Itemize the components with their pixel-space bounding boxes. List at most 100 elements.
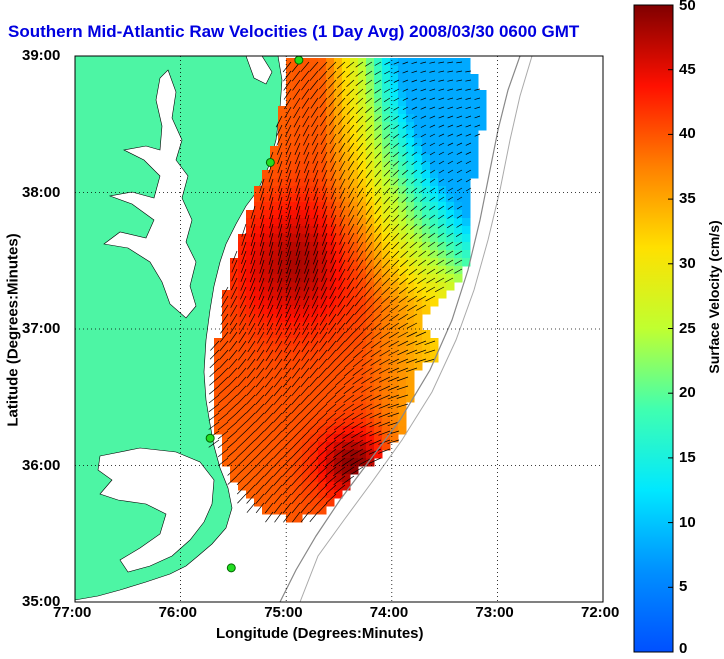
velocity-vector (356, 178, 364, 189)
velocity-vector (286, 160, 292, 174)
velocity-cell (366, 66, 375, 75)
velocity-vector (209, 367, 220, 377)
velocity-vector (350, 448, 364, 457)
velocity-cell (294, 178, 303, 187)
velocity-vector (336, 322, 346, 334)
velocity-cell (286, 74, 295, 83)
velocity-vector (245, 466, 256, 477)
velocity-vector (286, 187, 292, 201)
velocity-cell (262, 218, 271, 227)
velocity-cell (350, 266, 359, 275)
velocity-vector (338, 250, 346, 263)
velocity-cell (406, 138, 415, 147)
velocity-vector (356, 142, 364, 152)
velocity-vector (399, 277, 409, 286)
velocity-cell (334, 242, 343, 251)
velocity-cell (382, 346, 391, 355)
velocity-vector (402, 88, 409, 92)
velocity-cell (358, 386, 367, 395)
station-marker (226, 563, 236, 573)
velocity-cell (278, 138, 287, 147)
velocity-vector (245, 475, 256, 486)
colorbar-tick-label: 40 (679, 125, 696, 143)
velocity-cell (454, 82, 463, 91)
velocity-vector (381, 286, 391, 296)
velocity-vector (374, 232, 382, 242)
velocity-cell (390, 186, 399, 195)
velocity-vector (356, 205, 364, 216)
velocity-vector (317, 502, 328, 513)
velocity-vector (365, 160, 373, 169)
velocity-vector (352, 394, 364, 403)
velocity-vector (277, 241, 283, 256)
velocity-vector (300, 70, 310, 82)
velocity-cell (246, 418, 255, 427)
velocity-cell (326, 314, 335, 323)
velocity-vector (339, 205, 346, 218)
velocity-vector (208, 403, 220, 413)
velocity-cell (310, 298, 319, 307)
velocity-vector (321, 169, 328, 182)
velocity-cell (318, 434, 327, 443)
velocity-cell (382, 202, 391, 211)
velocity-vector (408, 268, 418, 276)
velocity-vector (310, 322, 319, 335)
velocity-vector (371, 322, 382, 332)
velocity-vector (278, 223, 283, 238)
velocity-cell (446, 82, 455, 91)
velocity-vector (374, 115, 382, 122)
velocity-cell (318, 282, 327, 291)
velocity-vector (389, 304, 400, 313)
velocity-vector (267, 295, 274, 310)
velocity-cell (302, 146, 311, 155)
velocity-vector (316, 475, 328, 486)
velocity-cell (310, 322, 319, 331)
velocity-cell (430, 162, 439, 171)
velocity-cell (302, 186, 311, 195)
velocity-vector (409, 241, 418, 249)
velocity-cell (286, 170, 295, 179)
velocity-vector (208, 421, 220, 430)
velocity-vector (217, 457, 229, 467)
velocity-cell (350, 258, 359, 267)
velocity-cell (406, 106, 415, 115)
velocity-vector (339, 178, 346, 190)
velocity-cell (350, 410, 359, 419)
velocity-vector (410, 196, 418, 203)
velocity-vector (293, 115, 301, 128)
velocity-vector (282, 385, 292, 397)
velocity-cell (262, 330, 271, 339)
velocity-cell (294, 194, 303, 203)
velocity-cell (326, 482, 335, 491)
velocity-vector (374, 124, 382, 131)
velocity-vector (365, 223, 373, 234)
velocity-vector (246, 376, 256, 388)
velocity-cell (286, 314, 295, 323)
velocity-vector (465, 115, 472, 119)
velocity-cell (438, 74, 447, 83)
velocity-cell (446, 74, 455, 83)
velocity-cell (222, 314, 231, 323)
velocity-vector (291, 403, 301, 414)
velocity-cell (398, 298, 407, 307)
velocity-cell (278, 378, 287, 387)
velocity-cell (374, 138, 383, 147)
velocity-vector (325, 493, 337, 504)
velocity-cell (422, 178, 431, 187)
velocity-vector (255, 376, 265, 388)
velocity-vector (341, 448, 355, 458)
velocity-cell (254, 298, 263, 307)
velocity-cell (406, 130, 415, 139)
velocity-cell (382, 378, 391, 387)
velocity-cell (294, 394, 303, 403)
velocity-vector (393, 106, 400, 111)
velocity-vector (361, 349, 373, 358)
velocity-cell (358, 98, 367, 107)
velocity-cell (422, 242, 431, 251)
velocity-vector (465, 151, 472, 155)
velocity-cell (222, 386, 231, 395)
velocity-cell (302, 58, 311, 67)
velocity-vector (411, 178, 418, 184)
velocity-vector (406, 340, 418, 346)
velocity-vector (301, 331, 310, 344)
